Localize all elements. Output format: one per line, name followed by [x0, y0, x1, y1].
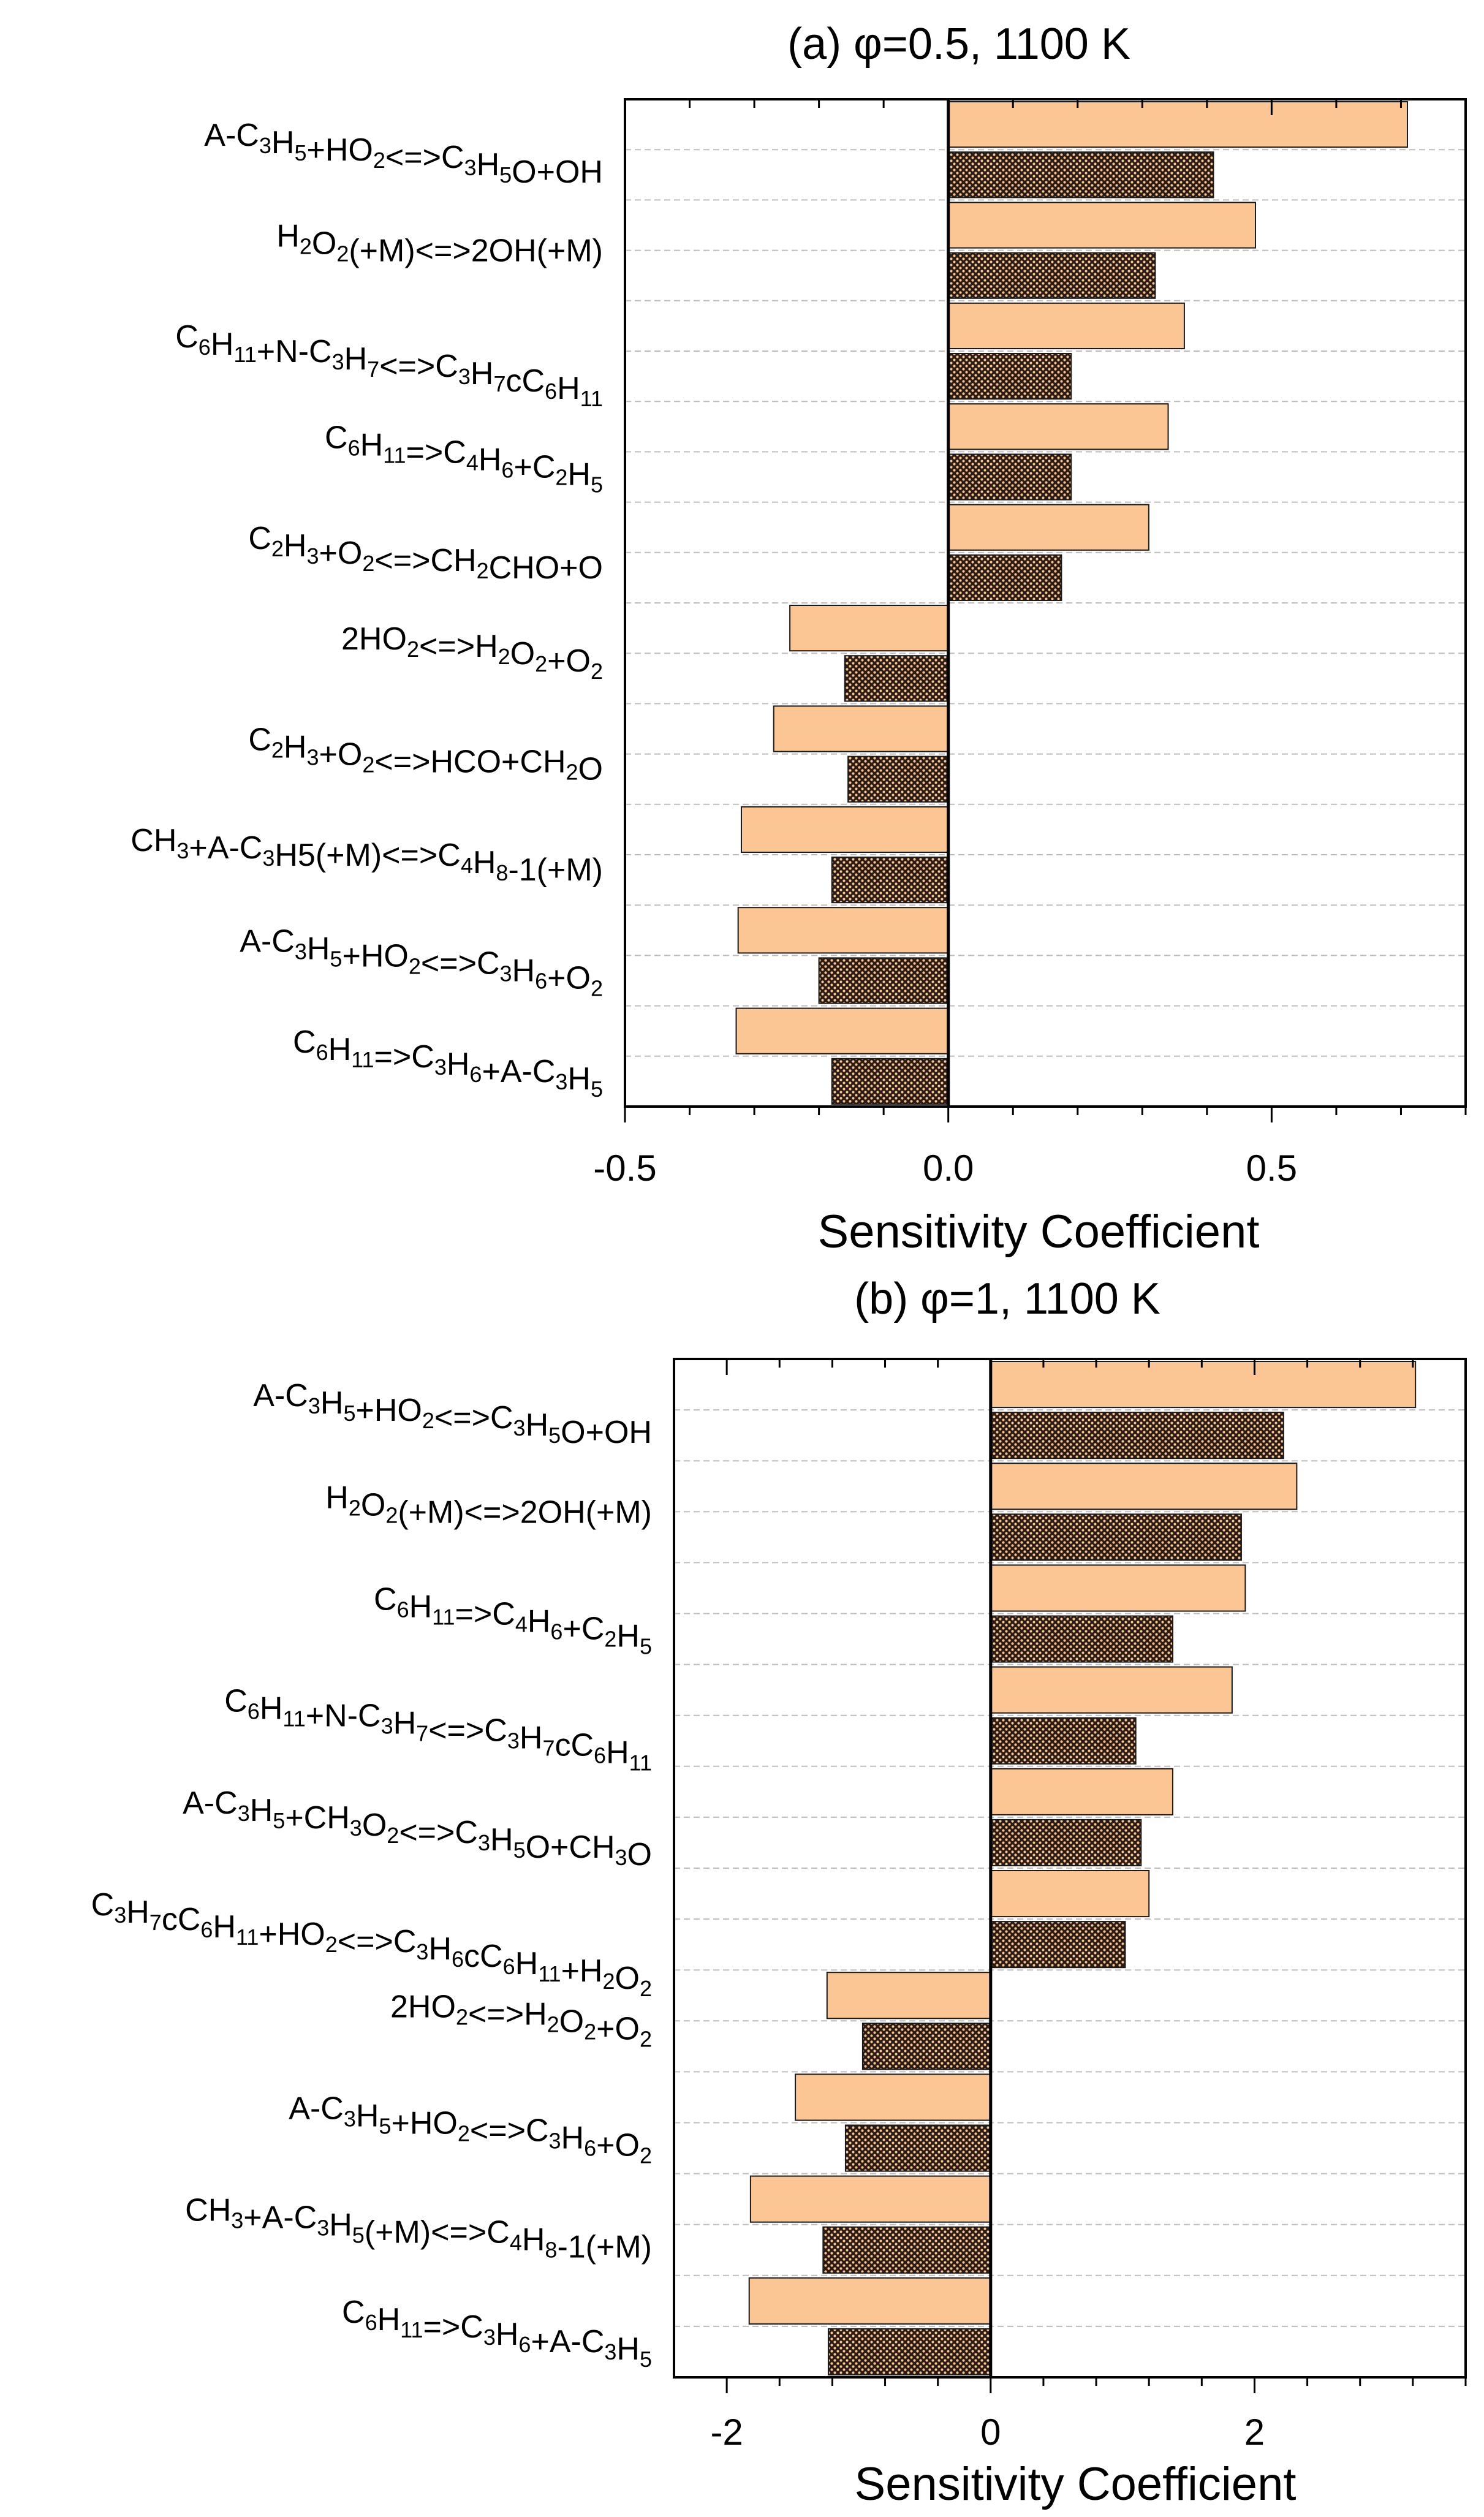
bar-hatched-5 [844, 655, 949, 702]
bar-hatched-8 [822, 2226, 991, 2274]
bar-solid-6 [773, 705, 949, 752]
reaction-label: C6H11=>C4H6+C2H5 [325, 420, 603, 497]
bar-solid-9 [748, 2277, 991, 2325]
reaction-label: C6H11=>C3H6+A-C3H5 [293, 1024, 603, 1102]
reaction-label: H2O2(+M)<=>2OH(+M) [325, 1480, 652, 1530]
panel-b-plot-area: -2 0 2 A-C3H5+HO2<=>C3H5O+OH H2O2(+M)<=>2OH(… [91, 1358, 1467, 2453]
bar-solid-3 [990, 1666, 1233, 1714]
gridlines [674, 1409, 1466, 2378]
reaction-label: CH3+A-C3H5(+M)<=>C4H8-1(+M) [131, 823, 603, 888]
bar-hatched-8 [818, 957, 949, 1004]
bar-solid-0 [947, 101, 1409, 148]
bar-solid-7 [795, 2073, 991, 2121]
bar-hatched-3 [990, 1717, 1137, 1765]
y-category-labels: A-C3H5+HO2<=>C3H5O+OH H2O2(+M)<=>2OH(+M) C… [131, 118, 603, 1102]
reaction-label: A-C3H5+HO2<=>C3H5O+OH [253, 1378, 652, 1450]
x-axis-ticks: -2 0 2 [710, 1359, 1467, 2453]
bar-solid-9 [735, 1007, 949, 1054]
bar-solid-1 [990, 1463, 1298, 1510]
bar-solid-1 [947, 202, 1256, 249]
bar-solid-8 [749, 2175, 991, 2223]
series-solid [748, 1361, 1417, 2325]
series-hatched [822, 1412, 1284, 2375]
bar-hatched-5 [990, 1921, 1126, 1969]
bar-solid-6 [826, 1972, 991, 2019]
panel-a-plot-area: -0.5 0.0 0.5 A-C3H5+HO2<=>C3H5O+OH H2O2(+M)<… [131, 98, 1467, 1189]
bar-solid-8 [737, 907, 949, 954]
bar-hatched-0 [947, 151, 1214, 199]
reaction-label: 2HO2<=>H2O2+O2 [341, 621, 603, 684]
x-tick-label: 2 [1244, 2412, 1265, 2453]
reaction-label: CH3+A-C3H5(+M)<=>C4H8-1(+M) [185, 2193, 652, 2265]
bar-hatched-7 [831, 857, 949, 904]
bar-hatched-1 [990, 1513, 1242, 1561]
reaction-label: C2H3+O2<=>CH2CHO+O [248, 521, 603, 586]
reaction-label: A-C3H5+HO2<=>C3H6+O2 [240, 923, 603, 1001]
bar-solid-5 [789, 605, 949, 652]
bar-solid-2 [990, 1564, 1246, 1612]
bar-solid-0 [990, 1361, 1417, 1409]
bar-hatched-4 [990, 1819, 1142, 1866]
panel-b: (b) φ=1, 1100 K -2 0 2 A-C3H5+HO2<=>C3H5O+O… [91, 1274, 1467, 2510]
series-hatched [818, 151, 1214, 1105]
bar-hatched-9 [831, 1058, 949, 1105]
reaction-label: H2O2(+M)<=>2OH(+M) [276, 219, 603, 269]
reaction-label: C6H11=>C4H6+C2H5 [374, 1582, 652, 1659]
reaction-label: C3H7cC6H11+HO2<=>C3H6cC6H11+H2O2 [91, 1887, 652, 2001]
bar-hatched-1 [947, 252, 1156, 299]
reaction-label: 2HO2<=>H2O2+O2 [390, 1989, 652, 2051]
series-solid [735, 101, 1409, 1054]
reaction-label: A-C3H5+HO2<=>C3H6+O2 [289, 2091, 652, 2168]
bar-hatched-4 [947, 554, 1062, 601]
bar-hatched-7 [844, 2124, 991, 2172]
bar-solid-3 [947, 403, 1169, 450]
reaction-label: C6H11+N-C3H7<=>C3H7cC6H11 [175, 319, 603, 411]
y-category-labels: A-C3H5+HO2<=>C3H5O+OH H2O2(+M)<=>2OH(+M) C… [91, 1378, 652, 2372]
plot-frame [673, 1358, 1467, 2379]
bar-solid-5 [990, 1870, 1150, 1918]
x-tick-label: 0 [980, 2412, 1001, 2453]
panel-a-x-axis-label: Sensitivity Coefficient [818, 1206, 1260, 1258]
panel-b-title: (b) φ=1, 1100 K [854, 1274, 1160, 1323]
bar-solid-4 [947, 504, 1149, 551]
panel-a: (a) φ=0.5, 1100 K -0.5 0.0 0.5 A-C3H5+HO2<=… [131, 20, 1467, 1258]
x-tick-label: -2 [710, 2412, 743, 2453]
bar-hatched-9 [827, 2328, 991, 2375]
bar-hatched-2 [990, 1615, 1173, 1663]
reaction-label: A-C3H5+CH3O2<=>C3H5O+CH3O [183, 1785, 652, 1872]
x-axis-ticks: -0.5 0.0 0.5 [593, 99, 1467, 1189]
x-tick-label: 0.5 [1246, 1148, 1297, 1189]
bar-hatched-3 [947, 453, 1072, 501]
panel-b-x-axis-label: Sensitivity Coefficient [855, 2458, 1297, 2510]
bar-solid-7 [740, 806, 949, 854]
reaction-label: C6H11=>C3H6+A-C3H5 [342, 2295, 652, 2372]
plot-frame [624, 98, 1467, 1108]
bar-solid-4 [990, 1768, 1173, 1815]
bar-hatched-6 [861, 2023, 991, 2070]
x-tick-label: 0.0 [923, 1148, 974, 1189]
bar-solid-2 [947, 302, 1185, 349]
reaction-label: A-C3H5+HO2<=>C3H5O+OH [204, 118, 603, 190]
bar-hatched-2 [947, 353, 1072, 400]
x-tick-label: -0.5 [593, 1148, 656, 1189]
reaction-label: C2H3+O2<=>HCO+CH2O [248, 722, 603, 787]
reaction-label: C6H11+N-C3H7<=>C3H7cC6H11 [224, 1684, 652, 1776]
panel-a-title: (a) φ=0.5, 1100 K [787, 20, 1130, 69]
bar-hatched-0 [990, 1412, 1284, 1459]
bar-hatched-6 [847, 755, 949, 803]
